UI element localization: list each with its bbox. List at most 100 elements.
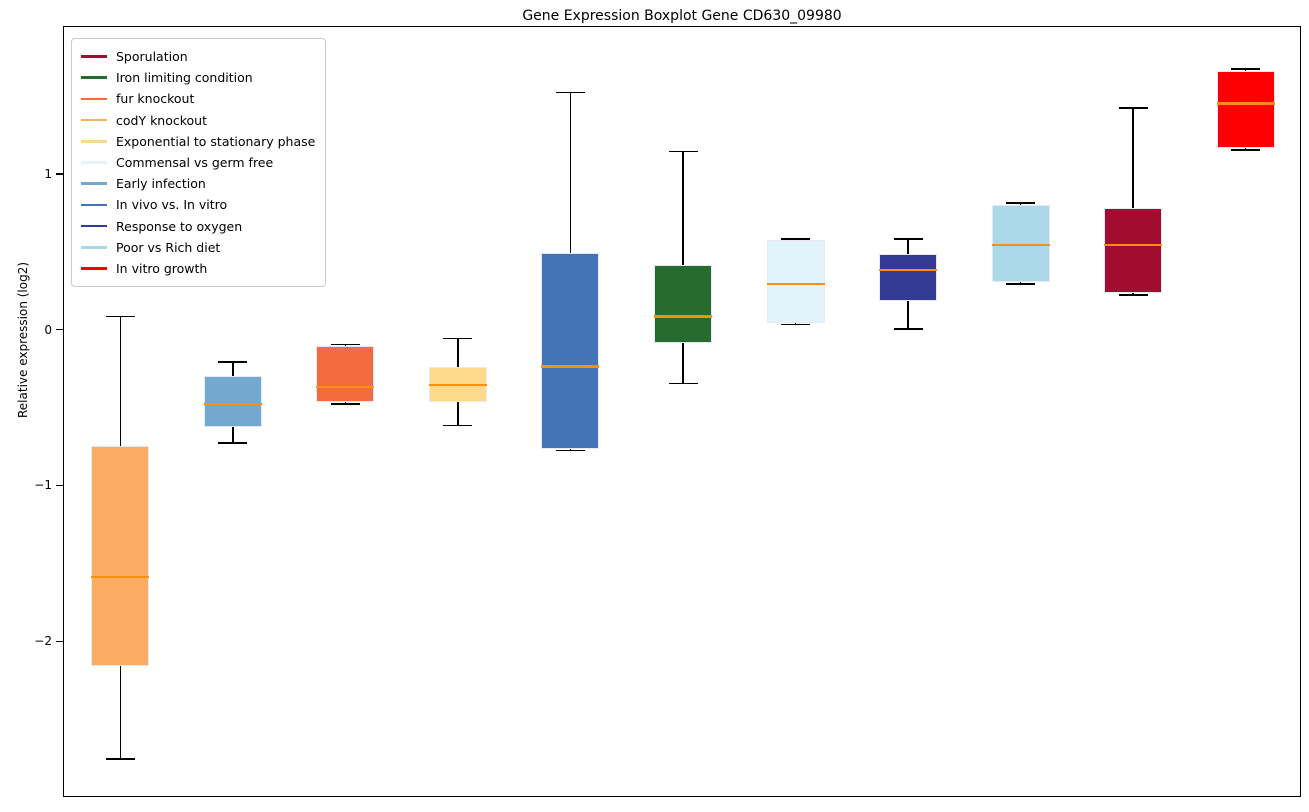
whisker-upper-poor-vs-rich-diet	[1019, 203, 1022, 205]
box-commensal-vs-germ-free	[766, 240, 825, 323]
whisker-lower-in-vivo-vs-in-vitro	[569, 449, 572, 451]
median-response-to-oxygen	[879, 268, 938, 272]
cap-upper-exponential-to-stationary-phase	[443, 337, 473, 340]
legend-item-in-vivo-vs-in-vitro: In vivo vs. In vitro	[81, 194, 315, 215]
legend: Sporulation Iron limiting condition fur kn…	[71, 38, 327, 288]
whisker-lower-iron-limiting-condition	[682, 343, 684, 384]
y-tick-label: −1	[34, 478, 52, 493]
chart-title: Gene Expression Boxplot Gene CD630_09980	[522, 8, 842, 24]
legend-swatch-icon	[81, 76, 107, 80]
whisker-lower-response-to-oxygen	[907, 301, 909, 330]
whisker-lower-exponential-to-stationary-phase	[457, 402, 459, 426]
legend-swatch-icon	[81, 267, 107, 270]
legend-item-cody-knockout: codY knockout	[81, 110, 315, 131]
whisker-upper-fur-knockout	[344, 344, 347, 347]
box-fur-knockout	[316, 346, 375, 403]
legend-item-sporulation: Sporulation	[81, 46, 315, 67]
legend-label: Exponential to stationary phase	[116, 133, 316, 149]
box-response-to-oxygen	[879, 254, 938, 302]
whisker-upper-sporulation	[1132, 107, 1134, 208]
box-iron-limiting-condition	[654, 265, 712, 344]
cap-upper-in-vitro-growth	[1231, 68, 1261, 70]
whisker-upper-in-vivo-vs-in-vitro	[569, 92, 572, 253]
median-in-vivo-vs-in-vitro	[541, 365, 600, 368]
legend-swatch-icon	[81, 55, 107, 58]
legend-item-in-vitro-growth: In vitro growth	[81, 258, 315, 279]
cap-upper-cody-knockout	[105, 316, 135, 318]
legend-label: In vivo vs. In vitro	[116, 197, 228, 213]
median-commensal-vs-germ-free	[766, 282, 825, 286]
cap-upper-response-to-oxygen	[893, 238, 923, 240]
box-cody-knockout	[91, 445, 150, 666]
median-iron-limiting-condition	[654, 315, 712, 318]
whisker-upper-response-to-oxygen	[907, 238, 909, 255]
legend-item-response-to-oxygen: Response to oxygen	[81, 216, 315, 237]
whisker-upper-iron-limiting-condition	[682, 151, 684, 266]
legend-swatch-icon	[81, 118, 107, 122]
cap-lower-response-to-oxygen	[893, 328, 923, 330]
median-fur-knockout	[316, 385, 375, 389]
median-in-vitro-growth	[1216, 102, 1275, 105]
legend-swatch-icon	[81, 97, 107, 101]
cap-upper-sporulation	[1118, 107, 1148, 109]
legend-label: Sporulation	[116, 49, 188, 65]
cap-lower-exponential-to-stationary-phase	[443, 425, 473, 427]
legend-label: fur knockout	[116, 91, 195, 107]
cap-lower-in-vivo-vs-in-vitro	[555, 449, 585, 452]
whisker-upper-cody-knockout	[119, 316, 121, 446]
legend-swatch-icon	[81, 224, 107, 228]
legend-label: codY knockout	[116, 112, 208, 128]
y-tick-mark	[56, 484, 63, 487]
cap-lower-sporulation	[1118, 294, 1148, 296]
y-tick-label: 0	[44, 322, 52, 337]
box-in-vivo-vs-in-vitro	[541, 252, 600, 450]
cap-lower-cody-knockout	[105, 758, 135, 760]
whisker-lower-fur-knockout	[344, 402, 347, 404]
legend-swatch-icon	[81, 140, 107, 143]
legend-swatch-icon	[81, 161, 107, 164]
cap-lower-in-vitro-growth	[1231, 149, 1261, 151]
whisker-lower-early-infection	[232, 427, 234, 443]
box-sporulation	[1104, 207, 1163, 294]
legend-item-iron-limiting-condition: Iron limiting condition	[81, 67, 315, 88]
legend-item-fur-knockout: fur knockout	[81, 88, 315, 109]
legend-item-early-infection: Early infection	[81, 173, 315, 194]
y-tick-mark	[56, 173, 63, 175]
cap-upper-poor-vs-rich-diet	[1006, 202, 1036, 204]
y-axis-label: Relative expression (log2)	[16, 261, 31, 418]
median-cody-knockout	[91, 575, 150, 579]
legend-label: Early infection	[116, 176, 206, 192]
legend-label: Iron limiting condition	[116, 70, 253, 86]
median-early-infection	[203, 402, 262, 406]
plot-area: Sporulation Iron limiting condition fur kn…	[63, 26, 1301, 797]
median-sporulation	[1104, 243, 1163, 247]
y-tick-label: 1	[44, 166, 52, 181]
legend-label: Poor vs Rich diet	[116, 239, 221, 255]
whisker-upper-commensal-vs-germ-free	[794, 238, 797, 241]
whisker-lower-commensal-vs-germ-free	[794, 322, 797, 325]
legend-item-poor-vs-rich-diet: Poor vs Rich diet	[81, 237, 315, 258]
box-in-vitro-growth	[1216, 70, 1275, 149]
legend-item-commensal-vs-germ-free: Commensal vs germ free	[81, 152, 315, 173]
legend-label: Response to oxygen	[116, 218, 243, 234]
legend-item-exponential-to-stationary-phase: Exponential to stationary phase	[81, 131, 315, 152]
y-tick-label: −2	[34, 634, 52, 649]
cap-lower-fur-knockout	[330, 403, 360, 405]
legend-swatch-icon	[81, 182, 107, 186]
whisker-lower-sporulation	[1132, 293, 1134, 295]
cap-upper-fur-knockout	[330, 344, 360, 346]
legend-label: Commensal vs germ free	[116, 155, 274, 171]
y-tick-mark	[56, 640, 63, 642]
cap-lower-poor-vs-rich-diet	[1006, 283, 1036, 285]
box-poor-vs-rich-diet	[991, 204, 1050, 283]
median-exponential-to-stationary-phase	[428, 383, 487, 387]
whisker-lower-poor-vs-rich-diet	[1019, 282, 1022, 284]
cap-upper-in-vivo-vs-in-vitro	[555, 91, 585, 94]
whisker-upper-early-infection	[232, 361, 234, 376]
median-poor-vs-rich-diet	[991, 243, 1050, 247]
legend-swatch-icon	[81, 203, 107, 207]
y-tick-mark	[56, 329, 63, 331]
cap-upper-iron-limiting-condition	[668, 150, 698, 153]
cap-upper-commensal-vs-germ-free	[781, 238, 811, 240]
